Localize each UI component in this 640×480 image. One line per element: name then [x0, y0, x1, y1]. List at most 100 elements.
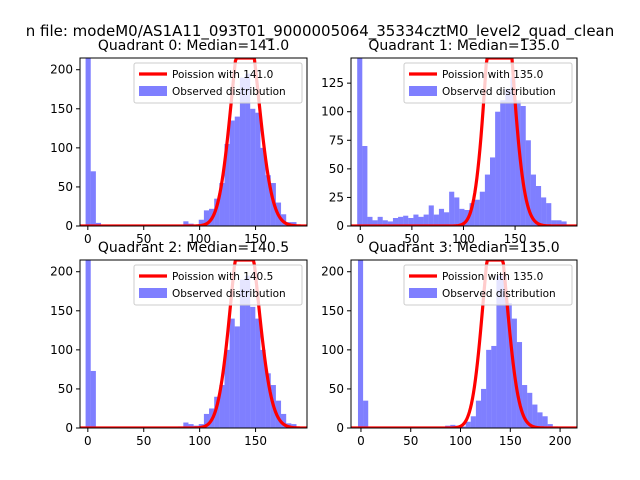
legend-label-fit: Poission with 135.0: [442, 69, 543, 81]
hist-bar: [556, 220, 562, 226]
hist-bar: [255, 112, 261, 226]
hist-bar: [188, 424, 194, 428]
hist-bar: [219, 385, 225, 428]
plot-area: [80, 260, 307, 428]
axes-frame: [350, 57, 578, 227]
hist-bar: [255, 318, 261, 428]
hist-bar: [491, 345, 497, 428]
x-tick-label: 150: [504, 232, 527, 246]
legend: Poission with 140.5 Observed distribution: [133, 264, 303, 306]
hist-bar: [495, 111, 501, 226]
hist-bar: [203, 210, 210, 226]
legend-box: [403, 264, 573, 306]
hist-bar: [496, 275, 502, 428]
chart-title: Quadrant 2: Median=140.5: [98, 240, 289, 256]
x-tick-label: 0: [84, 434, 92, 448]
y-tick-label: 50: [58, 382, 73, 396]
hist-bar: [423, 214, 429, 226]
hist-bar: [408, 218, 414, 226]
y-tick-label: 50: [329, 382, 344, 396]
y-tick-label: 200: [50, 63, 73, 77]
hist-bar: [250, 306, 256, 428]
chart-1: 0 50 100 150 0 25 50 75 100 125 Quadrant 1: Median…: [321, 38, 578, 246]
hist-bar: [224, 143, 230, 226]
hist-bar: [525, 140, 531, 226]
hist-bar: [516, 342, 523, 428]
x-tick-label: 100: [188, 232, 211, 246]
hist-bar: [481, 388, 487, 428]
x-tick-label: 150: [499, 434, 522, 448]
hist-bar: [229, 120, 235, 226]
x-tick-label: 50: [136, 232, 151, 246]
hist-bar: [363, 400, 369, 428]
legend-patch-swatch: [139, 86, 167, 96]
y-tick-label: 75: [329, 133, 344, 147]
legend-patch-swatch: [139, 288, 167, 298]
hist-bar: [428, 205, 434, 226]
hist-bar: [510, 77, 516, 226]
axes-frame: [350, 259, 578, 429]
hist-bar: [245, 73, 251, 226]
hist-bar: [541, 197, 547, 226]
y-tick-label: 50: [58, 180, 73, 194]
legend-label-fit: Poission with 140.5: [172, 271, 273, 283]
hist-bar: [85, 58, 91, 226]
y-tick-label: 100: [321, 105, 344, 119]
legend: Poission with 135.0 Observed distribution: [403, 62, 573, 104]
hist-bar: [479, 191, 485, 226]
hist-bar: [377, 216, 383, 226]
hist-bar: [469, 203, 475, 226]
hist-bar: [203, 413, 210, 428]
x-tick-label: 50: [404, 232, 419, 246]
legend: Poission with 135.0 Observed distribution: [403, 264, 573, 306]
hist-bar: [392, 218, 399, 226]
hist-bar: [547, 424, 553, 428]
hist-bar: [460, 426, 466, 428]
x-tick-label: 100: [452, 232, 475, 246]
hist-bar: [449, 191, 455, 226]
hist-bar: [515, 100, 521, 226]
hist-bar: [522, 385, 528, 428]
hist-bar: [275, 400, 282, 428]
legend-label-observed: Observed distribution: [442, 86, 556, 98]
hist-bar: [474, 199, 480, 226]
hist-bar: [260, 147, 266, 226]
legend-patch-swatch: [409, 288, 437, 298]
figure-suptitle: n file: modeM0/AS1A11_093T01_9000005064_…: [26, 22, 615, 41]
plot-area: [351, 260, 577, 428]
hist-bar: [357, 260, 364, 428]
y-tick-label: 0: [336, 421, 344, 435]
y-tick-label: 150: [50, 102, 73, 116]
hist-bar: [486, 349, 492, 428]
y-tick-label: 0: [65, 219, 73, 233]
x-tick-label: 150: [244, 232, 267, 246]
hist-bar: [372, 220, 378, 226]
x-tick-label: 100: [449, 434, 472, 448]
y-tick-label: 100: [321, 343, 344, 357]
legend-patch-swatch: [409, 86, 437, 96]
legend-label-fit: Poission with 141.0: [172, 69, 273, 81]
legend: Poission with 141.0 Observed distribution: [133, 62, 303, 104]
y-tick-label: 100: [50, 343, 73, 357]
hist-bar: [234, 326, 240, 428]
chart-0: 0 50 100 150 0 50 100 150 200 Quadrant 0: Median=…: [50, 38, 308, 246]
hist-bar: [505, 88, 511, 226]
chart-title: Quadrant 3: Median=135.0: [368, 240, 559, 256]
legend-label-observed: Observed distribution: [442, 288, 556, 300]
chart-3: 0 50 100 150 200 0 50 100 150 200 Quadrant 3: Medi…: [321, 240, 578, 448]
hist-bar: [260, 349, 266, 428]
hist-bar: [438, 208, 445, 226]
hist-bar: [90, 171, 96, 226]
hist-bar: [367, 216, 373, 226]
hist-bar: [501, 275, 507, 428]
hist-bar: [475, 400, 482, 428]
x-tick-label: 0: [84, 232, 92, 246]
hist-bar: [433, 214, 439, 226]
x-tick-label: 50: [136, 434, 151, 448]
hist-bar: [198, 219, 204, 226]
y-tick-label: 200: [50, 265, 73, 279]
hist-bar: [530, 174, 536, 226]
legend-label-observed: Observed distribution: [172, 86, 286, 98]
chart-title: Quadrant 0: Median=141.0: [98, 38, 289, 54]
hist-bar: [413, 214, 419, 226]
